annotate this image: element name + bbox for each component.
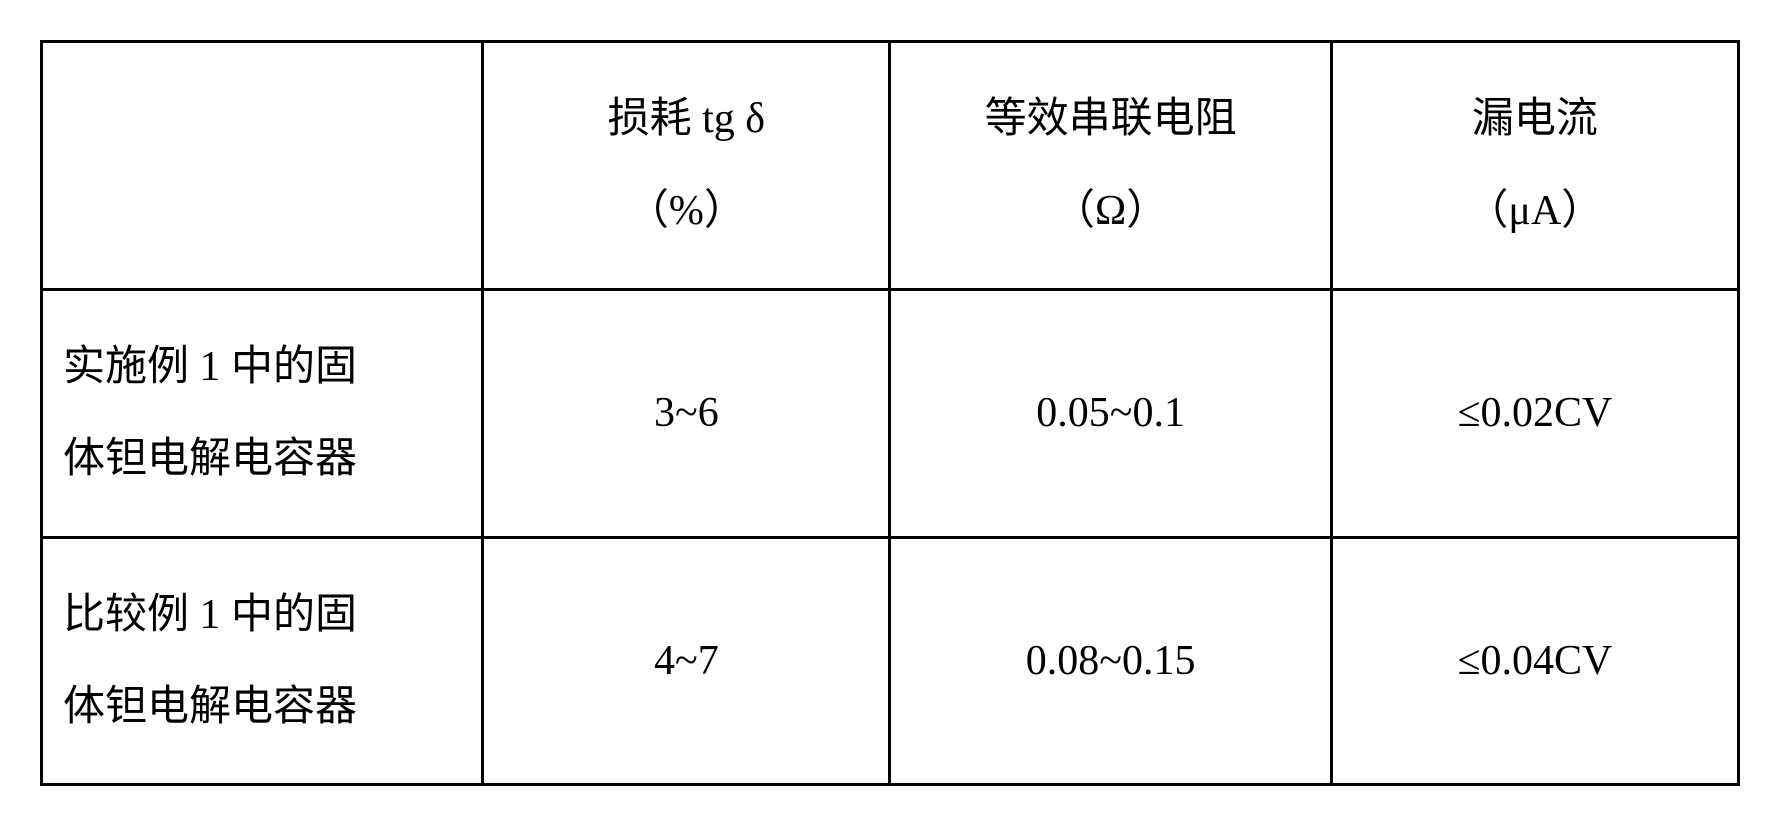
- header-leakage-unit: （μA）: [1466, 188, 1603, 234]
- header-empty: [42, 42, 483, 290]
- row-label-line2: 体钽电解电容器: [63, 436, 357, 482]
- row-header-example1: 实施例 1 中的固 体钽电解电容器: [42, 289, 483, 537]
- table-header-row: 损耗 tg δ （%） 等效串联电阻 （Ω） 漏电流 （μA）: [42, 42, 1739, 290]
- cell-leakage: ≤0.02CV: [1331, 289, 1738, 537]
- row-label-line1: 实施例 1 中的固: [63, 344, 357, 390]
- cell-loss: 3~6: [483, 289, 890, 537]
- row-label-line2: 体钽电解电容器: [63, 684, 357, 730]
- header-esr: 等效串联电阻 （Ω）: [890, 42, 1331, 290]
- table-row: 比较例 1 中的固 体钽电解电容器 4~7 0.08~0.15 ≤0.04CV: [42, 537, 1739, 785]
- cell-leakage: ≤0.04CV: [1331, 537, 1738, 785]
- header-loss-label: 损耗 tg δ: [608, 96, 765, 142]
- cell-esr: 0.08~0.15: [890, 537, 1331, 785]
- header-leakage: 漏电流 （μA）: [1331, 42, 1738, 290]
- header-loss: 损耗 tg δ （%）: [483, 42, 890, 290]
- header-esr-unit: （Ω）: [1053, 188, 1168, 234]
- header-leakage-label: 漏电流: [1472, 96, 1598, 142]
- header-loss-unit: （%）: [627, 188, 746, 234]
- table-row: 实施例 1 中的固 体钽电解电容器 3~6 0.05~0.1 ≤0.02CV: [42, 289, 1739, 537]
- cell-esr: 0.05~0.1: [890, 289, 1331, 537]
- cell-loss: 4~7: [483, 537, 890, 785]
- comparison-table: 损耗 tg δ （%） 等效串联电阻 （Ω） 漏电流 （μA） 实施例 1 中的…: [40, 40, 1740, 786]
- row-header-compare1: 比较例 1 中的固 体钽电解电容器: [42, 537, 483, 785]
- header-esr-label: 等效串联电阻: [985, 96, 1237, 142]
- row-label-line1: 比较例 1 中的固: [63, 592, 357, 638]
